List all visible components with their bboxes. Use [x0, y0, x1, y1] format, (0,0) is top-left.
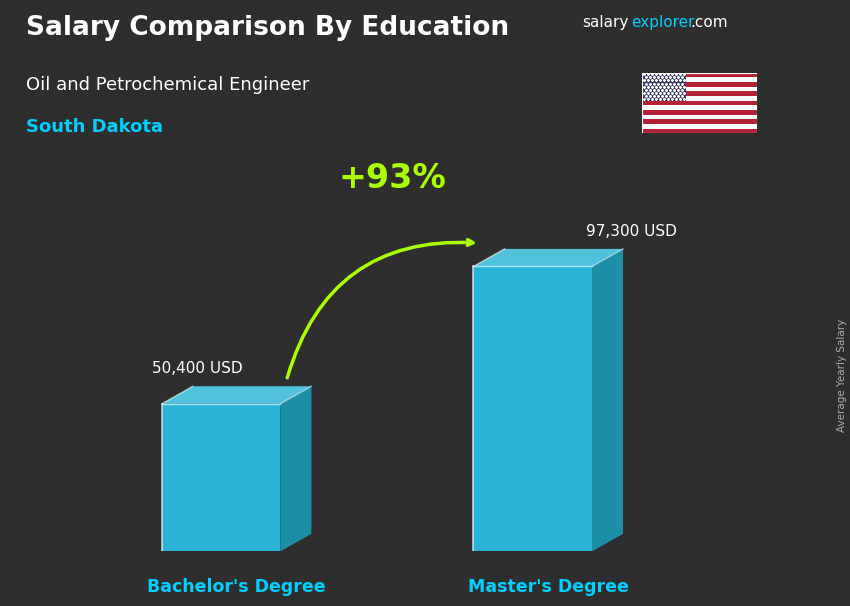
- Text: Bachelor's Degree: Bachelor's Degree: [147, 578, 326, 596]
- Text: Average Yearly Salary: Average Yearly Salary: [837, 319, 847, 432]
- Bar: [642, 87, 756, 92]
- Bar: [642, 73, 686, 101]
- Bar: [642, 110, 756, 115]
- Bar: [642, 105, 756, 110]
- Text: .com: .com: [690, 15, 728, 30]
- Bar: [642, 96, 756, 101]
- Polygon shape: [280, 386, 311, 551]
- Text: South Dakota: South Dakota: [26, 118, 162, 136]
- Text: Oil and Petrochemical Engineer: Oil and Petrochemical Engineer: [26, 76, 309, 94]
- Bar: [642, 124, 756, 128]
- Text: 50,400 USD: 50,400 USD: [152, 361, 243, 376]
- Polygon shape: [473, 249, 623, 267]
- Text: Salary Comparison By Education: Salary Comparison By Education: [26, 15, 508, 41]
- Bar: [642, 119, 756, 124]
- Bar: [642, 92, 756, 96]
- Polygon shape: [592, 249, 623, 551]
- Bar: [473, 267, 592, 551]
- Bar: [642, 73, 756, 78]
- Polygon shape: [162, 386, 311, 404]
- Text: 97,300 USD: 97,300 USD: [586, 224, 677, 239]
- Bar: [642, 115, 756, 119]
- Text: +93%: +93%: [338, 162, 446, 195]
- Bar: [162, 404, 280, 551]
- Text: Master's Degree: Master's Degree: [468, 578, 629, 596]
- Text: salary: salary: [582, 15, 629, 30]
- Bar: [642, 128, 756, 133]
- Text: explorer: explorer: [632, 15, 695, 30]
- Bar: [642, 82, 756, 87]
- Bar: [642, 78, 756, 82]
- Bar: [642, 101, 756, 105]
